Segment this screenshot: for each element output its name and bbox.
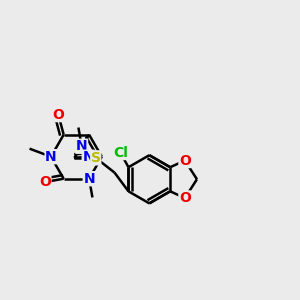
Text: O: O xyxy=(39,175,51,189)
Text: N: N xyxy=(45,150,57,164)
Text: O: O xyxy=(52,108,64,122)
Text: S: S xyxy=(91,151,101,165)
Text: O: O xyxy=(179,191,191,205)
Text: N: N xyxy=(76,139,88,153)
Text: N: N xyxy=(82,150,94,164)
Text: O: O xyxy=(179,154,191,167)
Text: N: N xyxy=(83,172,95,186)
Text: Cl: Cl xyxy=(113,146,128,160)
